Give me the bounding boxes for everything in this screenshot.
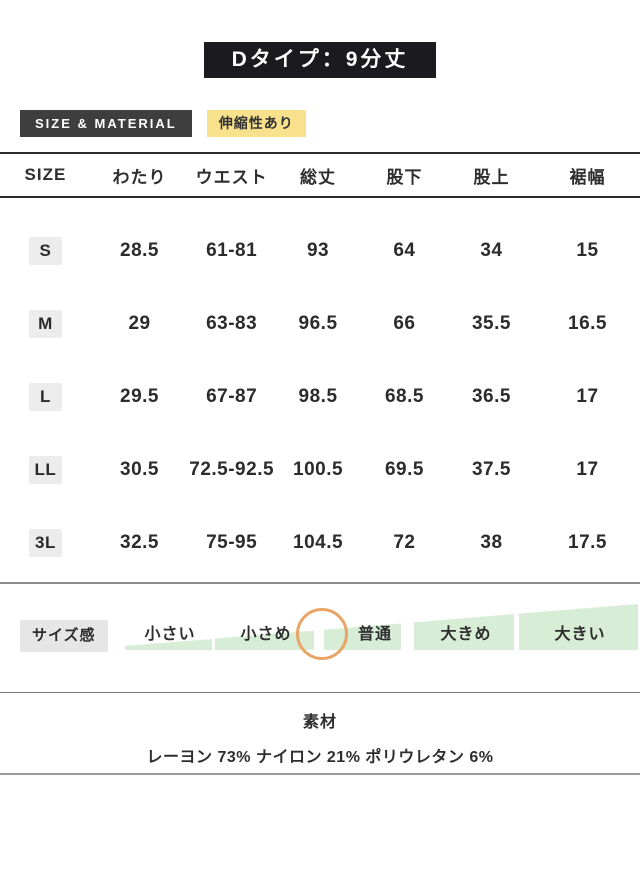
table-cell: 29: [128, 312, 151, 334]
size-feel-scale: 小さい 小さめ 普通 大きめ 大きい: [125, 604, 638, 660]
table-cell: 35.5: [471, 312, 511, 334]
table-cell: 72.5-92.5: [189, 458, 275, 480]
size-chip: 3L: [28, 528, 62, 557]
type-title: Dタイプ：9分丈: [203, 42, 437, 78]
size-material-label: SIZE & MATERIAL: [20, 110, 192, 137]
col-header-hem: 裾幅: [534, 154, 640, 198]
size-chip: S: [28, 236, 62, 265]
col-header-waist: ウエスト: [188, 154, 276, 198]
table-cell: 93: [306, 239, 330, 261]
table-row-3l: 3L 32.5 75-95 104.5 72 38 17.5: [0, 506, 640, 579]
table-cell: 16.5: [568, 312, 607, 334]
table-row-m: M 29 63-83 96.5 66 35.5 16.5: [0, 287, 640, 360]
size-table-wrap: SIZE わたり ウエスト 総丈 股下 股上 裾幅 S 28.5 61-81 9…: [0, 152, 640, 584]
scale-label-smallish: 小さめ: [240, 626, 292, 643]
table-cell: 36.5: [471, 385, 511, 407]
size-chip: LL: [28, 455, 63, 484]
table-cell: 69.5: [384, 458, 424, 480]
table-cell: 32.5: [120, 531, 159, 553]
table-row-ll: LL 30.5 72.5-92.5 100.5 69.5 37.5 17: [0, 433, 640, 506]
col-header-rise: 股上: [447, 154, 535, 198]
scale-label-normal: 普通: [357, 626, 393, 643]
col-header-size: SIZE: [0, 154, 91, 198]
size-chip: L: [28, 382, 62, 411]
size-table: SIZE わたり ウエスト 総丈 股下 股上 裾幅 S 28.5 61-81 9…: [0, 154, 640, 579]
table-header-row: SIZE わたり ウエスト 総丈 股下 股上 裾幅: [0, 154, 640, 198]
size-feel-section: サイズ感 小さい 小さめ 普通 大きめ 大きい: [0, 582, 640, 692]
stretch-badge: 伸縮性あり: [206, 110, 306, 137]
material-composition: レーヨン 73% ナイロン 21% ポリウレタン 6%: [146, 749, 494, 766]
scale-label-big: 大きい: [554, 626, 606, 643]
table-cell: 28.5: [120, 239, 159, 261]
badge-row: SIZE & MATERIAL 伸縮性あり: [20, 110, 306, 137]
table-cell: 37.5: [471, 458, 511, 480]
table-cell: 38: [480, 531, 503, 553]
table-cell: 3L: [0, 506, 91, 579]
table-cell: 72: [393, 531, 416, 553]
table-cell: 17: [576, 385, 599, 407]
size-chip: M: [28, 309, 62, 338]
table-cell: 64: [393, 239, 416, 261]
table-cell: 67-87: [206, 385, 258, 407]
table-cell: 96.5: [298, 312, 338, 334]
material-heading: 素材: [302, 714, 337, 731]
table-cell: 98.5: [298, 385, 338, 407]
col-header-inseam: 股下: [360, 154, 448, 198]
table-cell: M: [0, 287, 91, 360]
material-section: 素材 レーヨン 73% ナイロン 21% ポリウレタン 6%: [0, 692, 640, 775]
col-header-length: 総丈: [275, 154, 361, 198]
col-header-watari: わたり: [90, 154, 189, 198]
table-cell: 100.5: [293, 458, 344, 480]
table-cell: 17.5: [568, 531, 607, 553]
table-cell: 17: [576, 458, 599, 480]
table-cell: 30.5: [120, 458, 159, 480]
table-cell: 15: [576, 239, 599, 261]
table-cell: 61-81: [206, 239, 258, 261]
table-cell: S: [0, 197, 91, 287]
type-title-row: Dタイプ：9分丈: [0, 42, 640, 78]
table-cell: 66: [393, 312, 416, 334]
scale-label-biggish: 大きめ: [440, 626, 492, 643]
size-feel-marker-circle: [296, 608, 348, 660]
table-row-l: L 29.5 67-87 98.5 68.5 36.5 17: [0, 360, 640, 433]
scale-segment-small: [125, 638, 212, 650]
table-cell: 34: [480, 239, 503, 261]
table-row-s: S 28.5 61-81 93 64 34 15: [0, 197, 640, 287]
scale-label-small: 小さい: [144, 626, 196, 643]
table-cell: 75-95: [206, 531, 258, 553]
table-cell: 63-83: [206, 312, 258, 334]
table-cell: L: [0, 360, 91, 433]
table-cell: LL: [0, 433, 91, 506]
table-cell: 29.5: [120, 385, 159, 407]
table-cell: 68.5: [384, 385, 424, 407]
size-feel-label: サイズ感: [20, 620, 108, 652]
table-cell: 104.5: [293, 531, 344, 553]
